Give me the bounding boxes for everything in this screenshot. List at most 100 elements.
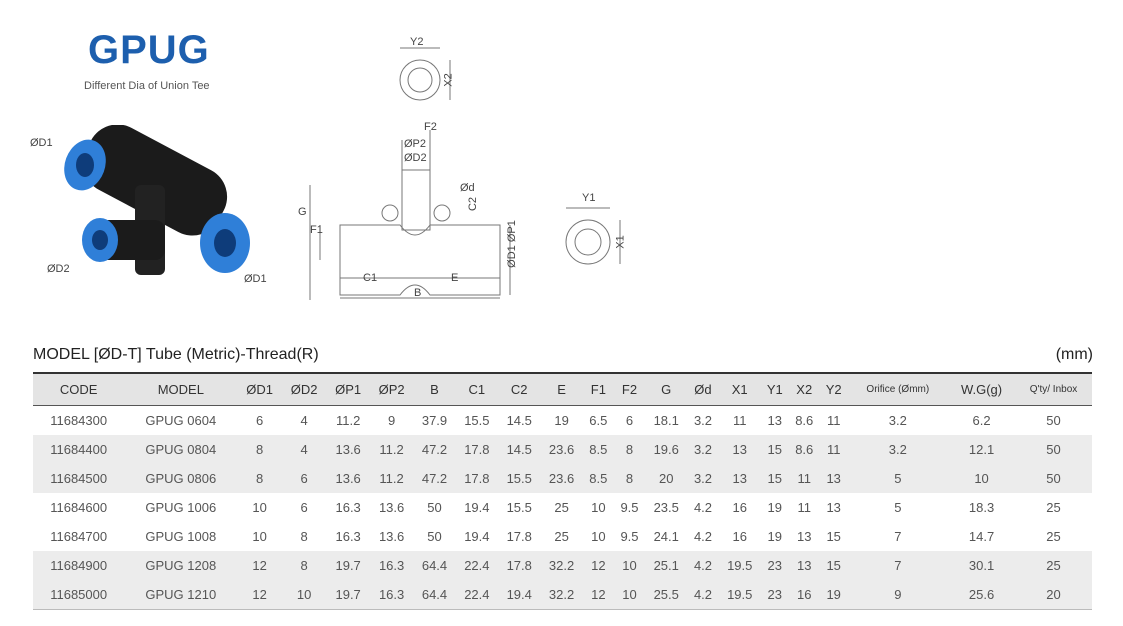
table-cell: 11684600 [50, 500, 108, 515]
table-cell: 47.2 [421, 471, 448, 486]
column-header: ØP2 [378, 382, 405, 397]
column-header: X1 [731, 382, 748, 397]
table-cell: 10 [252, 500, 267, 515]
table-cell: 11 [826, 413, 841, 428]
table-cell: 11685000 [50, 587, 108, 602]
table-cell: 7 [894, 529, 902, 544]
table-cell: 16.3 [335, 529, 361, 544]
table-cell: 47.2 [421, 442, 448, 457]
table-cell: 16.3 [378, 587, 405, 602]
table-cell: 15 [767, 471, 783, 486]
table-cell: 50 [427, 500, 442, 515]
column-header: ØP1 [335, 382, 362, 397]
table-row: 11684900 GPUG 1208 12 8 19.7 16.3 64.4 22.4 17.8… [33, 551, 1092, 580]
table-cell: 19 [767, 529, 783, 544]
table-cell: 4.2 [693, 500, 713, 515]
label-d2: ØD2 [47, 263, 70, 275]
table-cell: 19.4 [464, 500, 490, 515]
table-caption: MODEL [ØD-T] Tube (Metric)-Thread(R) [33, 346, 319, 363]
column-header: Ød [694, 382, 712, 397]
table-cell: 11684500 [50, 471, 108, 486]
column-header: X2 [796, 382, 813, 397]
table-cell: 11.2 [335, 413, 361, 428]
table-cell: 13 [767, 413, 783, 428]
table-cell: 6.2 [972, 413, 991, 428]
table-cell: 16 [797, 587, 812, 602]
table-cell: 12 [591, 587, 606, 602]
dimension-drawing [309, 47, 621, 300]
table-cell: 64.4 [421, 587, 448, 602]
table-cell: 16 [732, 529, 747, 544]
table-cell: 5 [894, 500, 902, 515]
table-cell: 13 [732, 471, 747, 486]
table-cell: 17.8 [506, 558, 532, 573]
table-cell: 13.6 [378, 529, 405, 544]
dim-f1: F1 [310, 224, 323, 236]
table-cell: 19.5 [727, 558, 753, 573]
table-cell: 19 [826, 587, 841, 602]
table-cell: 4.2 [693, 558, 713, 573]
table-cell: 17.8 [464, 442, 490, 457]
table-cell: 15 [767, 442, 783, 457]
product-logo: GPUG [88, 28, 210, 72]
table-cell: 10 [296, 587, 312, 602]
table-cell: 16.3 [335, 500, 361, 515]
table-cell: 12 [252, 587, 267, 602]
table-unit: (mm) [1055, 346, 1093, 363]
table-cell: 25 [1046, 558, 1061, 573]
table-cell: 23 [767, 558, 783, 573]
table-cell: 22.4 [464, 587, 490, 602]
column-header: C2 [510, 382, 528, 397]
table-cell: 19.6 [653, 442, 679, 457]
table-cell: 20 [1046, 587, 1061, 602]
table-cell: 15.5 [506, 471, 532, 486]
label-d1-top: ØD1 [30, 137, 53, 149]
table-row: 11684400 GPUG 0804 8 4 13.6 11.2 47.2 17.8 14.5 2… [33, 435, 1092, 464]
table-cell: 15 [826, 558, 841, 573]
product-photo [64, 125, 250, 275]
table-cell: 11 [797, 471, 811, 486]
table-cell: 13 [826, 471, 841, 486]
table-header-row: CODE MODEL ØD1 ØD2 ØP1 ØP2 B C1 C2 E F1 F2 G Ød X1 Y1 X2… [33, 373, 1092, 406]
table-cell: 14.7 [968, 529, 995, 544]
table-cell: 11.2 [379, 442, 404, 457]
table-cell: 23.6 [548, 442, 575, 457]
table-cell: 37.9 [421, 413, 448, 428]
dim-b: B [414, 287, 422, 299]
table-cell: 4 [300, 442, 308, 457]
dim-g: G [298, 206, 307, 218]
table-cell: 19.4 [506, 587, 532, 602]
column-header: F2 [621, 382, 638, 397]
table-cell: 14.5 [506, 413, 532, 428]
table-cell: 11.2 [379, 471, 404, 486]
table-cell: 15.5 [506, 500, 532, 515]
column-header: Orifice (Ømm) [866, 383, 930, 395]
table-cell: 25.1 [653, 558, 679, 573]
column-header: Y1 [766, 382, 783, 397]
dim-x1: X1 [614, 235, 627, 249]
table-cell: 13 [797, 529, 812, 544]
table-cell: GPUG 1008 [145, 529, 217, 544]
table-cell: 13.6 [335, 471, 361, 486]
table-cell: 3.2 [888, 413, 907, 428]
dim-d: Ød [460, 182, 475, 194]
table-cell: 25 [554, 500, 569, 515]
table-cell: 11 [797, 500, 811, 515]
table-row: 11684700 GPUG 1008 10 8 16.3 13.6 50 19.4 17.8 25… [33, 522, 1092, 551]
table-cell: 50 [1046, 442, 1061, 457]
column-header: MODEL [157, 382, 204, 397]
table-row: 11685000 GPUG 1210 12 10 19.7 16.3 64.4 22.4 19.… [33, 580, 1092, 610]
table-cell: 19 [767, 500, 783, 515]
table-cell: 3.2 [693, 442, 713, 457]
table-cell: 50 [427, 529, 442, 544]
table-cell: 25 [554, 529, 569, 544]
table-cell: 3.2 [888, 442, 907, 457]
table-cell: 8 [300, 558, 308, 573]
table-cell: 13 [732, 442, 747, 457]
table-cell: 13 [797, 558, 812, 573]
table-cell: 12.1 [968, 442, 995, 457]
table-cell: 6 [625, 413, 634, 428]
table-cell: 6 [300, 471, 308, 486]
table-cell: 23 [767, 587, 783, 602]
table-cell: 8.6 [795, 442, 814, 457]
